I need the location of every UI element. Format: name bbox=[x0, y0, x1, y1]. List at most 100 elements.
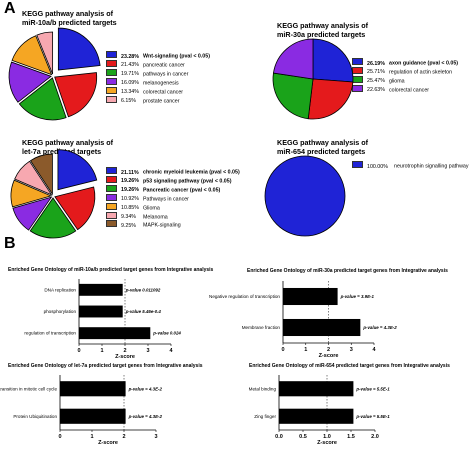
panel-a-label: A bbox=[4, 0, 16, 17]
pie-3-slice bbox=[10, 179, 53, 208]
pie-4-legend: 100.00% neurotrophin signalling pathway bbox=[352, 161, 469, 170]
bar-1-pvalue-label: p-value 5.46e-0.4 bbox=[125, 309, 162, 314]
bar-4-bar bbox=[279, 408, 354, 424]
legend-percent: 16.09% bbox=[121, 80, 139, 87]
legend-swatch bbox=[106, 86, 117, 94]
bar-2-title: Enriched Gene Ontology of miR-30a predic… bbox=[247, 268, 448, 274]
pie-1-slice bbox=[36, 31, 54, 75]
pie-3-slice bbox=[12, 196, 53, 231]
bar-2-category-label: Negative regulation of transcription bbox=[209, 294, 280, 299]
legend-label: Pathways in cancer bbox=[143, 196, 189, 203]
legend-label: neurotrophin signalling pathway bbox=[394, 163, 469, 170]
bar-4-tick-label: 2.0 bbox=[371, 434, 379, 440]
pie-2-legend: 26.19% axon guidance (pval < 0.05) 25.71% r… bbox=[352, 58, 458, 94]
pie-3-slice bbox=[57, 149, 98, 191]
legend-label: pathways in cancer bbox=[143, 71, 189, 78]
bar-2-x-label: Z-score bbox=[319, 353, 339, 359]
pie-1-slice bbox=[57, 27, 101, 71]
legend-swatch bbox=[352, 161, 363, 168]
legend-swatch bbox=[106, 51, 117, 58]
pie-4-legend-item: 100.00% neurotrophin signalling pathway bbox=[352, 161, 469, 170]
pie-2-slice bbox=[272, 38, 314, 80]
pie-3-legend-item: 9.34% Melanoma bbox=[106, 211, 240, 221]
bar-3-pvalue-label: p-value = 4.3E-2 bbox=[128, 386, 163, 391]
legend-swatch bbox=[106, 95, 117, 103]
pie-2-legend-item: 26.19% axon guidance (pval < 0.05) bbox=[352, 58, 458, 67]
legend-percent: 21.11% bbox=[121, 169, 139, 176]
legend-swatch bbox=[106, 175, 117, 183]
legend-swatch bbox=[106, 202, 117, 210]
bar-2-tick-label: 2 bbox=[327, 347, 330, 353]
bar-4-pvalue-label: p-value = 5.5E-1 bbox=[355, 386, 390, 391]
pie-1-slice bbox=[11, 35, 53, 76]
pie-3-title-line-1: KEGG pathway analysis of bbox=[22, 138, 114, 147]
pie-4-slice bbox=[264, 155, 346, 237]
legend-percent: 25.71% bbox=[367, 69, 385, 76]
pie-1-slice bbox=[54, 72, 98, 118]
bar-2-tick-label: 3 bbox=[350, 347, 353, 353]
pie-3-slice bbox=[29, 197, 77, 239]
bar-1-category-label: DNA replication bbox=[44, 287, 76, 292]
bar-2-category-label: Membrane fraction bbox=[242, 325, 281, 330]
pie-3-legend-item: 21.11% chronic myeloid leukemia (pval < 0… bbox=[106, 167, 240, 176]
bar-2-tick-label: 0 bbox=[281, 347, 284, 353]
legend-swatch bbox=[106, 167, 117, 174]
bar-4-pvalue-label: p-value = 5.5E-1 bbox=[355, 414, 390, 419]
bar-4-category-label: Metal binding bbox=[249, 386, 277, 391]
legend-percent: 19.71% bbox=[121, 71, 139, 78]
bar-2-bar bbox=[283, 287, 338, 306]
pie-1-legend-item: 19.71% pathways in cancer bbox=[106, 68, 210, 78]
legend-percent: 26.19% bbox=[367, 60, 385, 67]
bar-4-category-label: Zing finger bbox=[254, 414, 276, 419]
legend-percent: 21.43% bbox=[121, 62, 139, 69]
bar-3-tick-label: 0 bbox=[58, 434, 61, 440]
legend-percent: 9.34% bbox=[121, 214, 137, 221]
pie-1-legend-item: 16.09% melanogenesis bbox=[106, 77, 210, 87]
bar-1-bar bbox=[79, 283, 123, 296]
pie-2-title-line-2: miR-30a predicted targets bbox=[277, 29, 366, 39]
bar-3-x-label: Z-score bbox=[98, 440, 118, 446]
legend-label: prostate cancer bbox=[143, 98, 180, 105]
bar-1-tick-label: 1 bbox=[100, 348, 103, 354]
pie-2-legend-item: 22.63% colorectal cancer bbox=[352, 84, 458, 94]
pie-1-title: KEGG pathway analysis of miR-10a/b predi… bbox=[22, 9, 117, 27]
legend-percent: 25.47% bbox=[367, 78, 385, 85]
pie-1-title-line-2: miR-10a/b predicted targets bbox=[22, 17, 117, 27]
legend-label: pancreatic cancer bbox=[143, 62, 185, 69]
legend-label: colorectal cancer bbox=[143, 89, 184, 96]
legend-swatch bbox=[106, 68, 117, 76]
pie-1-legend-item: 6.15% prostate cancer bbox=[106, 95, 210, 105]
legend-percent: 10.85% bbox=[121, 205, 139, 212]
pie-2-slice bbox=[307, 78, 354, 120]
legend-percent: 100.00% bbox=[367, 163, 388, 170]
bar-1-bar bbox=[79, 305, 123, 318]
legend-label: MAPK-signaling bbox=[143, 222, 181, 229]
legend-label: Glioma bbox=[143, 205, 160, 212]
legend-percent: 10.92% bbox=[121, 196, 139, 203]
bar-3-category-label: Protein Ubiquitination bbox=[13, 414, 57, 419]
bar-2-pvalue-label: p-value = 4.3E-2 bbox=[362, 325, 397, 330]
bar-2-bar bbox=[283, 318, 361, 337]
bar-1-category-label: regulation of transcription bbox=[24, 331, 76, 336]
pie-3-slice bbox=[54, 186, 96, 231]
pie-1-slice bbox=[8, 61, 52, 103]
legend-label: p53 signaling pathway (pval < 0.05) bbox=[143, 178, 232, 185]
legend-label: Wnt-signaling (pval < 0.05) bbox=[143, 53, 210, 60]
pie-1-legend: 23.28% Wnt-signaling (pval < 0.05) 21.43% p… bbox=[106, 51, 210, 104]
bar-4-title: Enriched Gene Ontology of miR-654 predic… bbox=[249, 363, 450, 369]
bar-1-tick-label: 0 bbox=[77, 348, 80, 354]
legend-swatch bbox=[106, 211, 117, 219]
legend-label: colorectal cancer bbox=[389, 87, 430, 94]
legend-swatch bbox=[106, 220, 117, 228]
pie-2-title: KEGG pathway analysis of miR-30a predict… bbox=[277, 21, 368, 39]
bar-1-bar bbox=[79, 327, 151, 340]
bar-3-pvalue-label: p-value = 4.3E-2 bbox=[128, 414, 163, 419]
bar-1-tick-label: 4 bbox=[169, 348, 173, 354]
bar-4-tick-label: 1.0 bbox=[323, 434, 331, 440]
bar-4-tick-label: 0.5 bbox=[299, 434, 307, 440]
bar-2-tick-label: 1 bbox=[304, 347, 307, 353]
legend-percent: 6.15% bbox=[121, 98, 137, 105]
bar-3-tick-label: 2 bbox=[122, 434, 125, 440]
pie-3-legend: 21.11% chronic myeloid leukemia (pval < 0… bbox=[106, 167, 240, 229]
